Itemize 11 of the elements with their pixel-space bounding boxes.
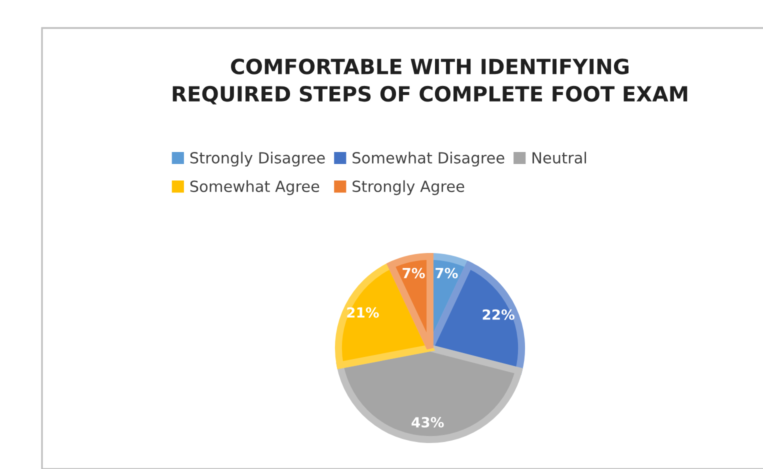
data-label: 21% bbox=[347, 307, 379, 318]
data-label: 7% bbox=[402, 268, 425, 278]
legend-label: Strongly Agree bbox=[352, 180, 464, 196]
legend-label: Somewhat Disagree bbox=[352, 152, 504, 167]
legend-label: Neutral bbox=[532, 152, 586, 164]
legend-label: Somewhat Agree bbox=[190, 180, 320, 196]
data-label: 43% bbox=[412, 417, 444, 428]
data-label: 7% bbox=[436, 268, 458, 278]
data-label: 22% bbox=[482, 309, 515, 320]
chart-title: COMFORTABLE WITH IDENTIFYING REQUIRED STEPS OF COMPLETE FOOT EXAM bbox=[172, 58, 688, 104]
legend-label: Strongly Disagree bbox=[190, 152, 325, 167]
